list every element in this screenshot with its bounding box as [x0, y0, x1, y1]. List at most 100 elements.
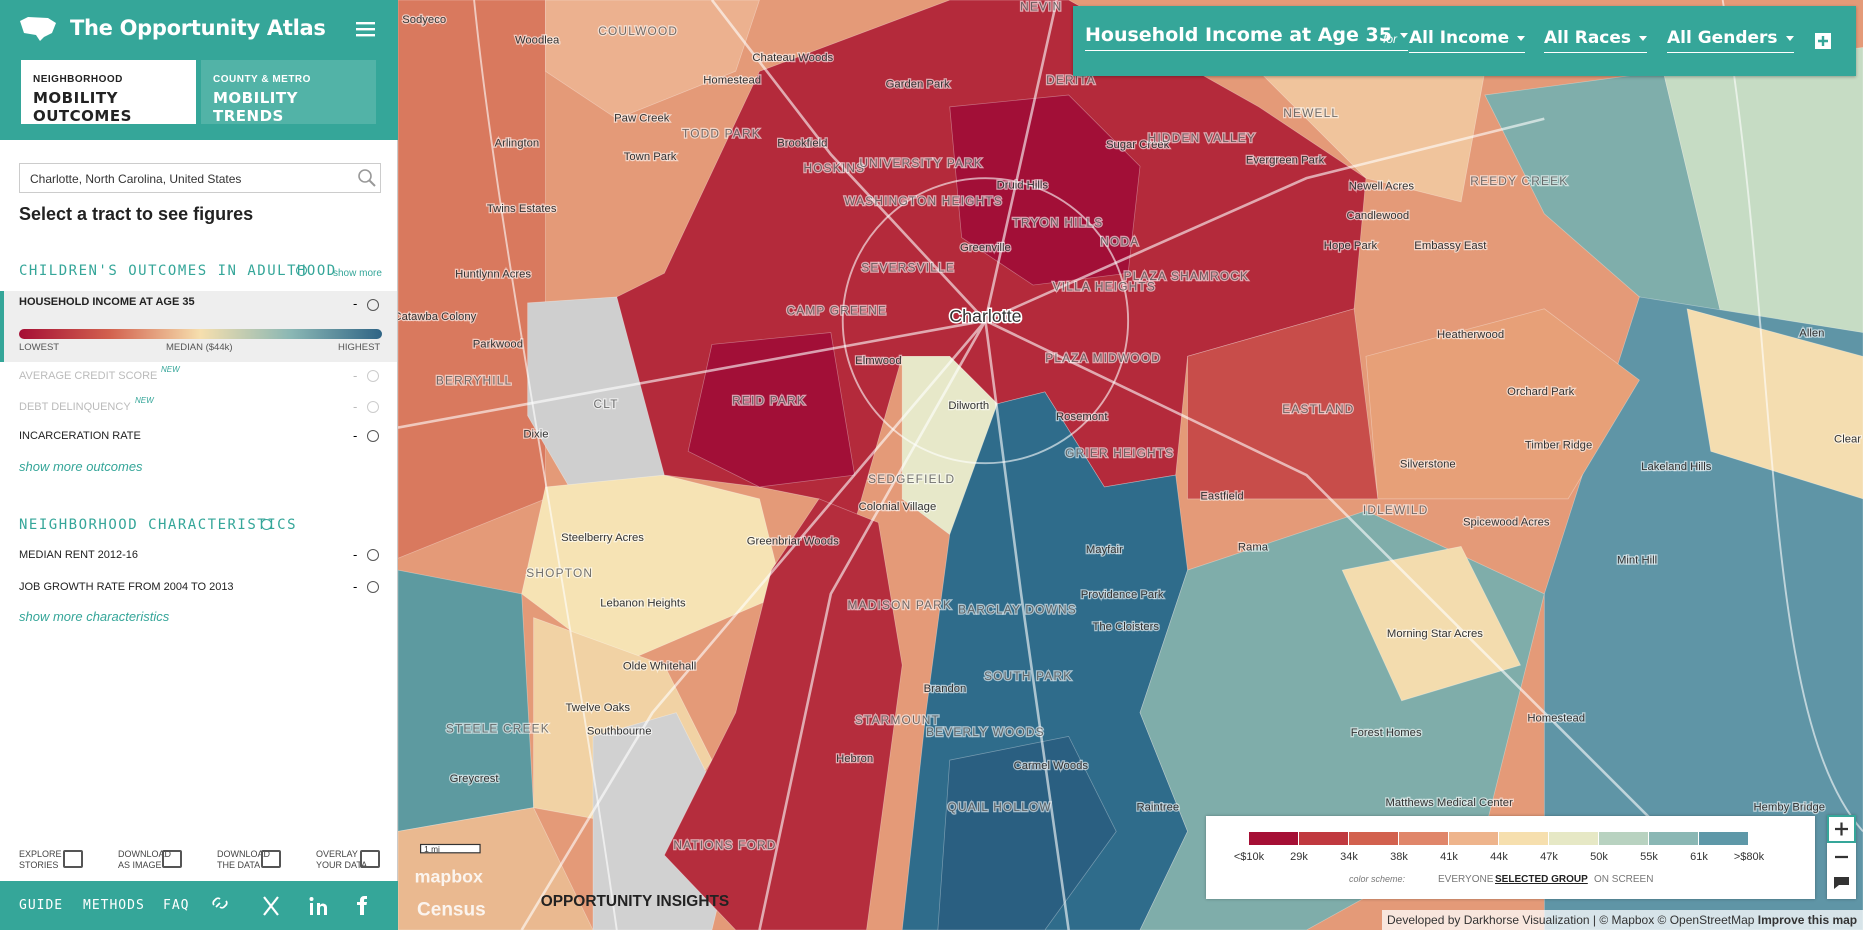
- characteristic-item[interactable]: MEDIAN RENT 2012-16: [19, 549, 139, 561]
- map-label: Colonial Village: [859, 501, 937, 513]
- characteristic-item[interactable]: JOB GROWTH RATE FROM 2004 TO 2013: [19, 581, 234, 593]
- tool-button[interactable]: DOWNLOAD AS IMAGE: [118, 849, 172, 870]
- map-label: Raintree: [1137, 802, 1180, 814]
- measure-select[interactable]: Household Income at Age 35: [1085, 24, 1408, 51]
- legend-label: 38k: [1390, 851, 1408, 863]
- legend-label: 61k: [1690, 851, 1708, 863]
- map-label: PLAZA SHAMROCK: [1124, 269, 1250, 283]
- tool-button[interactable]: OVERLAY YOUR DATA: [316, 849, 368, 870]
- info-icon[interactable]: [261, 519, 272, 530]
- info-icon[interactable]: [367, 401, 379, 413]
- map-label: Dilworth: [948, 400, 989, 412]
- filter-label: All Races: [1544, 28, 1632, 48]
- scale-low: LOWEST: [19, 342, 60, 353]
- outcome-item[interactable]: INCARCERATION RATE: [19, 430, 141, 442]
- info-icon[interactable]: [367, 430, 379, 442]
- legend-label: 34k: [1340, 851, 1358, 863]
- income-gradient: [19, 329, 382, 339]
- show-more-outcomes[interactable]: show more outcomes: [19, 459, 143, 474]
- scheme-option[interactable]: SELECTED GROUP: [1495, 874, 1588, 885]
- map-label: The Cloisters: [1092, 621, 1159, 633]
- zoom-controls: [1827, 815, 1856, 899]
- map-label: Twins Estates: [487, 203, 557, 215]
- tool-button[interactable]: EXPLORE STORIES: [19, 849, 62, 870]
- map-labels: Sodyeco Woodlea COULWOOD Chateau Woods Homes…: [398, 0, 1862, 853]
- map-label: Garden Park: [886, 78, 950, 90]
- legend-swatch: [1349, 832, 1398, 845]
- show-more[interactable]: show more: [333, 268, 382, 279]
- tab-trends[interactable]: COUNTY & METRO MOBILITY TRENDS: [201, 60, 376, 125]
- legend-swatch: [1599, 832, 1648, 845]
- for-label: for: [1383, 32, 1398, 46]
- scheme-option[interactable]: ON SCREEN: [1594, 874, 1654, 885]
- menu-button[interactable]: [356, 21, 376, 37]
- scale-median: MEDIAN ($44k): [166, 342, 233, 353]
- filter-select[interactable]: All Races: [1544, 28, 1648, 53]
- header: The Opportunity Atlas NEIGHBORHOOD MOBILI…: [0, 0, 398, 140]
- footer-link[interactable]: FAQ: [163, 898, 190, 913]
- info-icon[interactable]: [296, 265, 307, 276]
- map-label: Mint Hill: [1617, 555, 1657, 567]
- oi-logo: OPPORTUNITY INSIGHTS: [541, 893, 730, 910]
- attribution: Developed by Darkhorse Visualization | ©…: [1382, 910, 1863, 930]
- info-icon[interactable]: [367, 370, 379, 382]
- info-icon[interactable]: [367, 549, 379, 561]
- map-label: VILLA HEIGHTS: [1053, 280, 1156, 294]
- map-label: Allen: [1799, 328, 1824, 340]
- map-label: Matthews Medical Center: [1386, 797, 1514, 809]
- compass[interactable]: [1834, 877, 1849, 889]
- outcome-value: -: [353, 368, 358, 383]
- census-logo: Census: [417, 900, 486, 921]
- map-label: Southbourne: [587, 726, 652, 738]
- map-label: Evergreen Park: [1246, 154, 1325, 166]
- show-more-characteristics[interactable]: show more characteristics: [19, 609, 170, 624]
- mapbox-logo: mapbox: [415, 866, 483, 886]
- legend-swatch: [1549, 832, 1598, 845]
- add-button[interactable]: [1815, 33, 1831, 49]
- legend-swatch: [1499, 832, 1548, 845]
- search-icon[interactable]: [357, 168, 377, 188]
- footer-link[interactable]: GUIDE: [19, 898, 64, 913]
- map-label: SOUTH PARK: [984, 669, 1072, 683]
- info-icon[interactable]: [367, 299, 379, 311]
- legend: color scheme: <$10k 29k 34k 38k 41k 44k 47k 50k…: [1206, 816, 1815, 899]
- scheme-option[interactable]: EVERYONE: [1438, 874, 1494, 885]
- tool-button[interactable]: DOWNLOAD THE DATA: [217, 849, 271, 870]
- map-label: HOSKINS: [803, 161, 865, 175]
- outcome-value: -: [353, 399, 358, 414]
- search-input[interactable]: Charlotte, North Carolina, United States: [19, 163, 381, 193]
- tab-kicker: COUNTY & METRO: [213, 74, 311, 85]
- tab-outcomes[interactable]: NEIGHBORHOOD MOBILITY OUTCOMES: [21, 60, 196, 125]
- filter-select[interactable]: All Genders: [1667, 28, 1794, 53]
- map-label: Mayfair: [1086, 544, 1123, 556]
- city-label: Charlotte: [949, 306, 1021, 326]
- map-label: Catawba Colony: [398, 311, 477, 323]
- map-label: Arlington: [495, 138, 540, 150]
- tab-kicker: NEIGHBORHOOD: [33, 74, 123, 85]
- scale-bar: [419, 843, 481, 854]
- section-heading: NEIGHBORHOOD CHARACTERISTICS: [19, 517, 298, 533]
- map-label: Heatherwood: [1437, 329, 1504, 341]
- zoom-in[interactable]: [1827, 815, 1856, 843]
- social-icons[interactable]: [212, 895, 392, 917]
- map-label: BEVERLY WOODS: [926, 725, 1045, 739]
- map[interactable]: Sodyeco Woodlea COULWOOD Chateau Woods Homes…: [398, 0, 1863, 930]
- filter-select[interactable]: All Income: [1409, 28, 1526, 53]
- outcome-item[interactable]: AVERAGE CREDIT SCORE: [19, 370, 158, 382]
- outcome-label: HOUSEHOLD INCOME AT AGE 35: [19, 296, 195, 308]
- map-label: PLAZA MIDWOOD: [1045, 351, 1161, 365]
- selected-outcome[interactable]: HOUSEHOLD INCOME AT AGE 35 - LOWEST MEDI…: [0, 291, 397, 362]
- info-icon[interactable]: [367, 581, 379, 593]
- map-label: STARMOUNT: [855, 713, 940, 727]
- map-label: Timber Ridge: [1525, 439, 1592, 451]
- map-label: NEWELL: [1283, 106, 1339, 120]
- legend-swatch: [1399, 832, 1448, 845]
- map-label: WASHINGTON HEIGHTS: [844, 194, 1003, 208]
- footer-link[interactable]: METHODS: [83, 898, 145, 913]
- map-label: Dixie: [523, 429, 548, 441]
- map-label: Newell Acres: [1349, 180, 1415, 192]
- map-label: CAMP GREENE: [786, 303, 887, 317]
- filter-label: All Income: [1409, 28, 1510, 48]
- improve-link[interactable]: Improve this map: [1757, 913, 1858, 927]
- outcome-item[interactable]: DEBT DELINQUENCY: [19, 401, 131, 413]
